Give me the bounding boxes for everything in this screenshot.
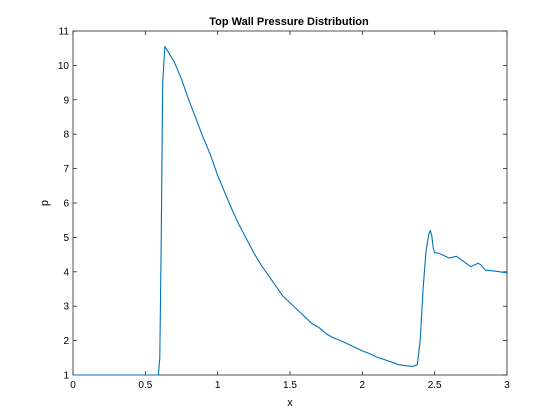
y-tick-label: 1: [63, 371, 69, 382]
x-axis-ticks: 0 0.5 1 1.5 2 2.5 3: [70, 31, 510, 391]
y-tick-label: 3: [63, 302, 69, 313]
y-tick-label: 5: [63, 233, 69, 244]
x-tick-label: 0.5: [138, 380, 152, 391]
y-tick-label: 11: [59, 27, 70, 38]
y-tick-label: 6: [63, 199, 69, 210]
plot-area: 0 0.5 1 1.5 2 2.5 3 1 2 3 4 5 6 7 8 9 10 11: [58, 27, 510, 392]
y-axis-ticks: 1 2 3 4 5 6 7 8 9 10 11: [58, 27, 507, 382]
x-tick-label: 1.5: [283, 380, 297, 391]
axes-box: [72, 30, 508, 376]
x-tick-label: 1: [215, 380, 221, 391]
series-line-pressure: [73, 45, 508, 376]
chart-title: Top Wall Pressure Distribution: [209, 16, 369, 28]
y-tick-label: 8: [63, 130, 69, 141]
y-tick-label: 7: [63, 164, 69, 175]
x-tick-label: 2: [360, 380, 366, 391]
y-axis-label: p: [39, 200, 51, 206]
y-tick-label: 2: [63, 336, 69, 347]
x-tick-label: 2.5: [428, 380, 442, 391]
y-tick-label: 9: [63, 95, 69, 106]
y-tick-label: 4: [63, 267, 69, 278]
x-tick-label: 3: [504, 380, 510, 391]
x-tick-label: 0: [70, 380, 76, 391]
x-axis-label: x: [287, 397, 293, 409]
y-tick-label: 10: [58, 61, 70, 72]
